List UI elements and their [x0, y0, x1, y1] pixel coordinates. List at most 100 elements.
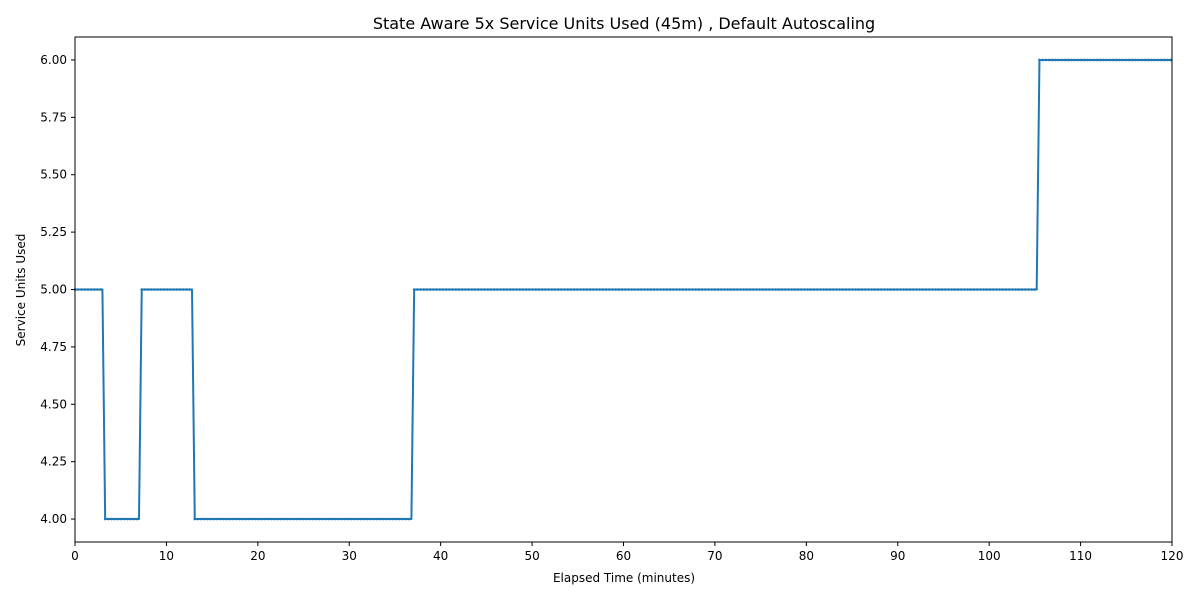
data-point: [379, 517, 382, 521]
data-point: [524, 288, 528, 291]
data-point: [359, 517, 363, 521]
data-point: [444, 288, 448, 291]
data-point: [969, 288, 973, 291]
data-point: [787, 288, 790, 291]
data-point: [611, 288, 614, 291]
data-point: [617, 288, 621, 291]
data-point: [742, 288, 746, 291]
data-point: [1007, 288, 1011, 291]
data-point: [257, 517, 261, 521]
data-point: [739, 288, 742, 291]
data-point: [870, 288, 873, 291]
data-point: [604, 288, 608, 291]
data-point: [308, 517, 312, 521]
data-point: [911, 288, 915, 291]
data-point: [334, 517, 337, 521]
data-point: [363, 517, 366, 521]
data-point: [1166, 58, 1169, 62]
data-point: [270, 517, 273, 521]
data-point: [80, 288, 83, 291]
data-point: [1063, 58, 1067, 62]
data-point: [684, 288, 688, 291]
data-point: [534, 288, 538, 291]
data-point: [883, 288, 886, 291]
data-point: [816, 288, 819, 291]
data-point: [398, 517, 401, 521]
data-point: [1017, 288, 1021, 291]
data-point: [119, 517, 123, 521]
data-point: [732, 288, 736, 291]
x-tick-label: 30: [342, 549, 357, 563]
data-point: [678, 288, 682, 291]
data-point: [1146, 58, 1150, 62]
data-point: [838, 288, 841, 291]
data-point: [1108, 58, 1112, 62]
data-point: [299, 517, 302, 521]
data-point: [1038, 58, 1041, 62]
data-point: [1020, 288, 1024, 291]
data-point: [1098, 58, 1102, 62]
data-point: [1041, 58, 1044, 62]
data-point: [1001, 288, 1005, 291]
x-tick-label: 80: [799, 549, 814, 563]
data-point: [505, 288, 509, 291]
data-point: [228, 517, 232, 521]
data-point: [1089, 58, 1092, 62]
data-point: [854, 288, 857, 291]
plot-frame: [74, 36, 1173, 543]
data-point: [146, 288, 150, 291]
data-point: [592, 288, 595, 291]
data-point: [572, 288, 576, 291]
data-point: [755, 288, 758, 291]
data-point: [1118, 58, 1121, 62]
data-point: [521, 288, 525, 291]
data-point: [251, 517, 254, 521]
data-point: [451, 288, 454, 291]
data-point: [502, 288, 506, 291]
data-point: [107, 517, 110, 521]
data-point: [512, 288, 515, 291]
data-point: [267, 517, 270, 521]
data-point: [283, 517, 286, 521]
data-point: [356, 517, 360, 521]
data-point: [624, 288, 627, 291]
data-point: [806, 288, 809, 291]
data-point: [366, 517, 369, 521]
data-point: [162, 288, 166, 291]
data-point: [528, 288, 531, 291]
x-tick-label: 20: [250, 549, 265, 563]
data-point: [435, 288, 438, 291]
data-point: [950, 288, 953, 291]
data-point: [940, 288, 944, 291]
data-point: [203, 517, 206, 521]
data-point: [1114, 58, 1118, 62]
data-point: [209, 517, 213, 521]
data-point: [247, 517, 251, 521]
data-point: [899, 288, 902, 291]
data-point: [369, 517, 373, 521]
data-point: [375, 517, 379, 521]
data-point: [286, 517, 289, 521]
data-point: [175, 288, 179, 291]
data-point: [563, 288, 566, 291]
data-point: [1066, 58, 1070, 62]
data-point: [331, 517, 334, 521]
data-point: [1030, 288, 1033, 291]
data-point: [841, 288, 845, 291]
data-point: [318, 517, 321, 521]
data-point: [315, 517, 318, 521]
data-point: [238, 517, 241, 521]
data-point: [585, 288, 589, 291]
data-point: [544, 288, 547, 291]
data-point: [608, 288, 611, 291]
data-point: [486, 288, 490, 291]
data-point: [988, 288, 992, 291]
data-point: [716, 288, 720, 291]
data-point: [1095, 58, 1099, 62]
data-point: [764, 288, 768, 291]
y-tick-label: 4.75: [40, 340, 67, 354]
x-tick-label: 110: [1069, 549, 1092, 563]
data-point: [99, 288, 102, 291]
data-point: [643, 288, 646, 291]
data-point: [566, 288, 570, 291]
